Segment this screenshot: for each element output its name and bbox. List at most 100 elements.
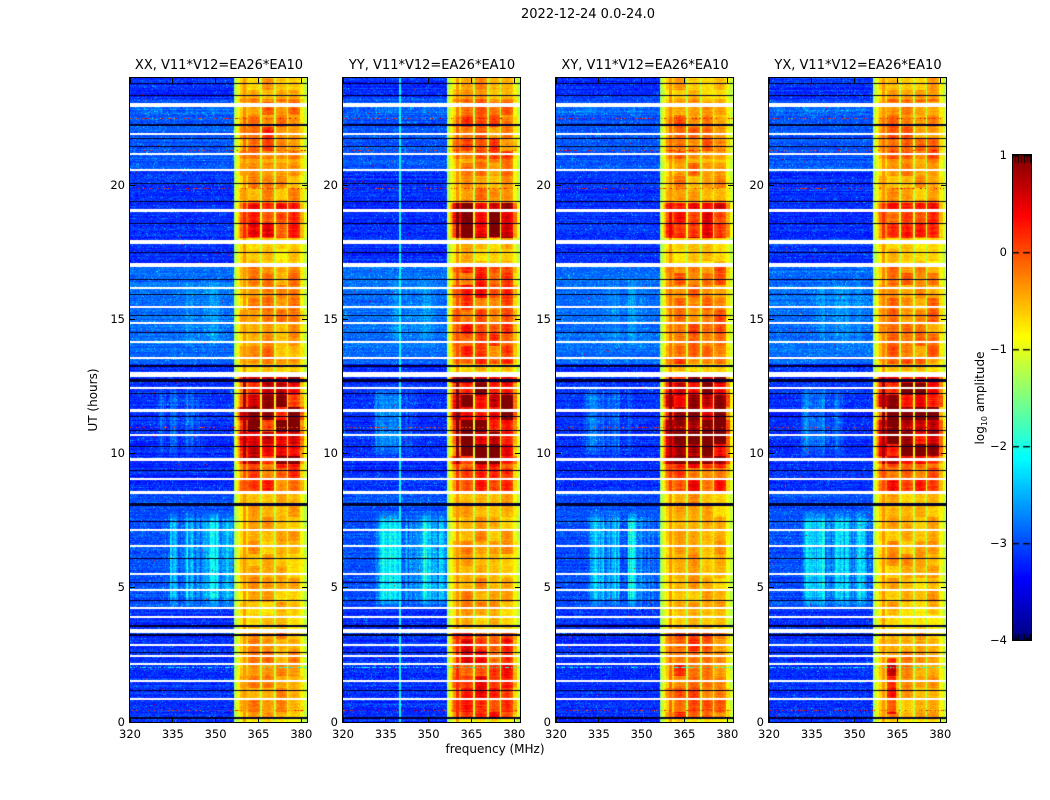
y-tick-label: 0: [543, 714, 551, 729]
y-tick-label: 10: [749, 446, 764, 461]
x-tick-label: 335: [161, 727, 184, 741]
spectrogram-panel-yx: [768, 77, 947, 723]
colorbar-tick-label: −1: [990, 341, 1007, 356]
colorbar-label-rest: amplitude: [972, 351, 987, 416]
y-tick-mark: [769, 319, 774, 320]
y-tick-label: 0: [117, 714, 125, 729]
colorbar-tick-label: 1: [999, 147, 1007, 162]
spectrogram-panel-xy: [555, 77, 734, 723]
y-tick-label: 10: [536, 446, 551, 461]
panel-title-yx: YX, V11*V12=EA26*EA10: [774, 58, 942, 73]
x-tick-mark: [300, 717, 302, 722]
x-tick-mark: [939, 717, 941, 722]
x-tick-mark: [385, 717, 387, 722]
panel-title-yy: YY, V11*V12=EA26*EA10: [348, 58, 516, 73]
y-axis-label: UT (hours): [86, 368, 100, 432]
y-tick-mark: [130, 184, 135, 186]
x-tick-mark: [854, 717, 856, 722]
y-tick-mark: [515, 453, 520, 455]
y-tick-mark: [515, 184, 520, 186]
x-tick-label: 335: [587, 727, 610, 741]
y-tick-mark: [728, 721, 733, 723]
y-tick-label: 15: [536, 312, 551, 326]
colorbar-tick-label: −4: [990, 632, 1007, 647]
y-tick-mark: [302, 184, 307, 186]
x-tick-mark: [258, 78, 259, 83]
y-tick-label: 15: [749, 312, 764, 326]
x-tick-mark: [811, 78, 813, 83]
x-tick-mark: [215, 78, 217, 83]
x-tick-label: 365: [247, 727, 270, 741]
x-tick-mark: [811, 717, 813, 722]
x-tick-mark: [641, 717, 643, 722]
y-tick-mark: [941, 453, 946, 455]
x-tick-mark: [684, 78, 685, 83]
x-tick-label: 335: [800, 727, 823, 741]
x-tick-label: 365: [673, 727, 696, 741]
figure-title: 2022-12-24 0.0-24.0: [521, 7, 655, 22]
panel-title-xx: XX, V11*V12=EA26*EA10: [134, 58, 304, 73]
y-tick-label: 15: [323, 312, 338, 326]
y-tick-mark: [343, 721, 348, 723]
y-tick-mark: [302, 721, 307, 723]
x-axis-label: frequency (MHz): [445, 742, 545, 756]
x-tick-label: 380: [503, 727, 526, 741]
x-tick-label: 320: [332, 727, 354, 741]
x-tick-mark: [854, 78, 856, 83]
y-tick-mark: [941, 319, 946, 320]
y-tick-mark: [941, 721, 946, 723]
y-tick-mark: [343, 319, 348, 320]
y-tick-mark: [769, 587, 774, 589]
y-tick-mark: [515, 319, 520, 320]
y-tick-mark: [769, 721, 774, 723]
x-tick-label: 335: [374, 727, 397, 741]
x-tick-label: 320: [119, 727, 141, 741]
x-tick-mark: [258, 717, 259, 722]
y-tick-label: 5: [330, 580, 338, 595]
y-tick-label: 20: [323, 177, 338, 192]
y-tick-label: 5: [543, 580, 551, 595]
y-tick-mark: [130, 721, 135, 723]
y-tick-mark: [130, 453, 135, 455]
colorbar-tick-label: −3: [990, 535, 1007, 550]
y-tick-label: 10: [323, 446, 338, 461]
x-tick-mark: [342, 717, 344, 722]
spectrogram-panel-yy: [342, 77, 521, 723]
y-tick-mark: [941, 184, 946, 186]
y-tick-label: 15: [110, 312, 125, 326]
x-tick-label: 350: [204, 727, 227, 741]
x-tick-label: 350: [417, 727, 440, 741]
x-tick-mark: [129, 717, 131, 722]
y-tick-label: 5: [117, 580, 125, 595]
colorbar-label: log10 amplitude: [973, 352, 989, 445]
x-tick-label: 320: [758, 727, 780, 741]
y-tick-mark: [556, 721, 561, 723]
x-tick-label: 365: [460, 727, 483, 741]
x-tick-mark: [555, 78, 557, 83]
x-tick-label: 380: [290, 727, 313, 741]
x-tick-mark: [897, 717, 898, 722]
y-tick-label: 10: [110, 446, 125, 461]
y-tick-mark: [728, 587, 733, 589]
y-tick-label: 0: [756, 714, 764, 729]
y-tick-mark: [130, 319, 135, 320]
y-tick-mark: [769, 453, 774, 455]
x-tick-mark: [385, 78, 387, 83]
x-tick-mark: [768, 78, 770, 83]
colorbar-label-log: log: [972, 426, 987, 445]
y-tick-mark: [515, 721, 520, 723]
y-tick-mark: [302, 319, 307, 320]
y-tick-mark: [769, 184, 774, 186]
spectrogram-panel-xx: [129, 77, 308, 723]
colorbar: [1012, 154, 1032, 641]
y-tick-mark: [130, 587, 135, 589]
x-tick-label: 350: [843, 727, 866, 741]
x-tick-label: 380: [929, 727, 952, 741]
x-tick-mark: [342, 78, 344, 83]
x-tick-mark: [598, 78, 600, 83]
x-tick-mark: [513, 717, 515, 722]
y-tick-mark: [556, 453, 561, 455]
y-tick-mark: [302, 453, 307, 455]
y-tick-mark: [556, 587, 561, 589]
y-tick-mark: [302, 587, 307, 589]
